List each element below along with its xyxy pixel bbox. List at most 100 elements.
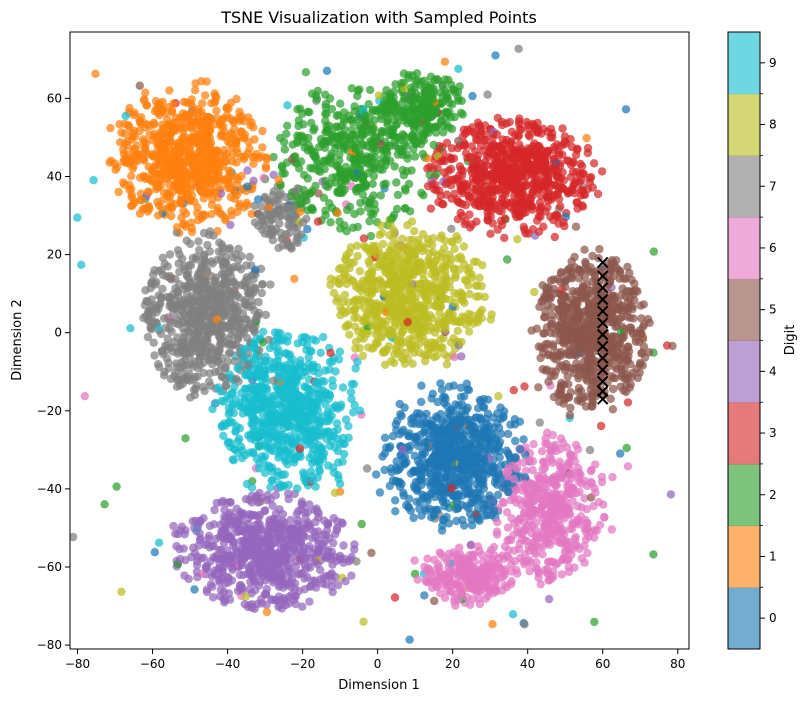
scatter-point: [418, 230, 428, 239]
scatter-point: [369, 191, 378, 200]
scatter-point: [456, 252, 465, 261]
scatter-point: [455, 543, 464, 552]
scatter-point: [353, 222, 362, 232]
scatter-point: [341, 415, 351, 424]
scatter-point: [544, 594, 554, 604]
scatter-point: [649, 550, 658, 559]
scatter-point: [298, 602, 307, 611]
scatter-point: [410, 226, 419, 236]
scatter-point: [542, 323, 552, 332]
scatter-points: [70, 44, 704, 644]
scatter-point: [392, 204, 402, 214]
scatter-point: [398, 165, 407, 175]
scatter-point: [359, 617, 368, 626]
scatter-point: [568, 167, 578, 177]
scatter-point: [589, 159, 599, 168]
scatter-point: [310, 124, 319, 133]
scatter-point: [305, 500, 314, 509]
scatter-point: [442, 360, 452, 369]
scatter-point: [248, 448, 258, 457]
scatter-point: [666, 490, 676, 499]
scatter-point: [283, 101, 292, 110]
scatter-point: [344, 422, 353, 431]
scatter-point: [399, 491, 408, 500]
scatter-point: [589, 501, 598, 511]
scatter-point: [488, 620, 497, 629]
scatter-point: [537, 447, 547, 456]
scatter-point: [524, 456, 534, 466]
scatter-point: [496, 461, 506, 470]
scatter-point: [461, 200, 470, 210]
scatter-point: [137, 196, 146, 205]
scatter-point: [336, 263, 346, 273]
scatter-point: [308, 335, 317, 344]
scatter-point: [608, 384, 618, 394]
scatter-point: [555, 461, 565, 470]
scatter-point: [376, 221, 386, 230]
scatter-point: [165, 86, 174, 95]
scatter-point: [391, 496, 400, 505]
scatter-point: [608, 472, 617, 482]
scatter-point: [389, 358, 399, 368]
scatter-point: [440, 57, 450, 66]
scatter-point: [427, 394, 436, 403]
scatter-point: [232, 180, 242, 189]
scatter-point: [268, 501, 277, 510]
scatter-point: [366, 231, 376, 241]
scatter-point: [89, 176, 98, 185]
scatter-point: [607, 372, 616, 381]
scatter-point: [258, 143, 267, 152]
scatter-point: [180, 310, 189, 319]
scatter-point: [391, 507, 400, 516]
scatter-point: [487, 310, 496, 319]
scatter-point: [177, 522, 187, 531]
scatter-point: [584, 532, 593, 541]
scatter-point: [577, 554, 586, 563]
scatter-point: [154, 211, 163, 220]
scatter-point: [335, 217, 344, 226]
scatter-point: [390, 593, 400, 602]
scatter-point: [150, 548, 159, 557]
scatter-point: [535, 418, 544, 427]
scatter-point: [316, 348, 325, 357]
scatter-point: [365, 199, 375, 208]
scatter-point: [607, 525, 616, 534]
scatter-point: [475, 273, 484, 282]
scatter-point: [600, 513, 609, 522]
scatter-point: [207, 200, 217, 210]
scatter-point: [154, 538, 164, 547]
scatter-point: [536, 580, 545, 589]
scatter-point: [269, 152, 278, 162]
scatter-point: [91, 69, 100, 79]
scatter-point: [696, 152, 704, 160]
scatter-point: [187, 227, 197, 237]
scatter-point: [633, 287, 642, 296]
scatter-point: [546, 276, 556, 285]
scatter-point: [77, 260, 86, 269]
scatter-point: [380, 433, 390, 442]
scatter-point: [565, 410, 575, 420]
scatter-point: [629, 314, 638, 323]
scatter-point: [590, 617, 599, 627]
scatter-point: [442, 254, 451, 263]
scatter-point: [218, 496, 228, 506]
scatter-point: [580, 494, 589, 503]
scatter-point: [305, 597, 314, 606]
scatter-point: [226, 348, 235, 357]
scatter-point: [280, 137, 289, 147]
scatter-point: [128, 164, 137, 173]
scatter-point: [141, 286, 150, 295]
scatter-point: [490, 506, 499, 516]
scatter-point: [265, 343, 275, 353]
scatter-point: [299, 468, 308, 477]
scatter-point: [204, 534, 213, 544]
scatter-point: [623, 342, 632, 351]
scatter-point: [303, 341, 312, 350]
scatter-point: [211, 398, 220, 408]
scatter-point: [403, 221, 412, 230]
scatter-point: [344, 433, 353, 442]
scatter-point: [299, 170, 309, 180]
scatter-point: [556, 202, 565, 211]
scatter-point: [338, 383, 348, 392]
